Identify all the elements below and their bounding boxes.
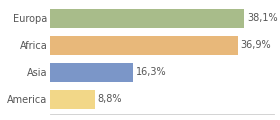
- Text: 38,1%: 38,1%: [247, 13, 277, 23]
- Text: 8,8%: 8,8%: [98, 94, 122, 104]
- Bar: [50, 63, 133, 82]
- Bar: [50, 36, 238, 55]
- Bar: [50, 9, 244, 28]
- Text: 16,3%: 16,3%: [136, 67, 167, 77]
- Bar: [50, 90, 95, 109]
- Text: 36,9%: 36,9%: [241, 40, 271, 50]
